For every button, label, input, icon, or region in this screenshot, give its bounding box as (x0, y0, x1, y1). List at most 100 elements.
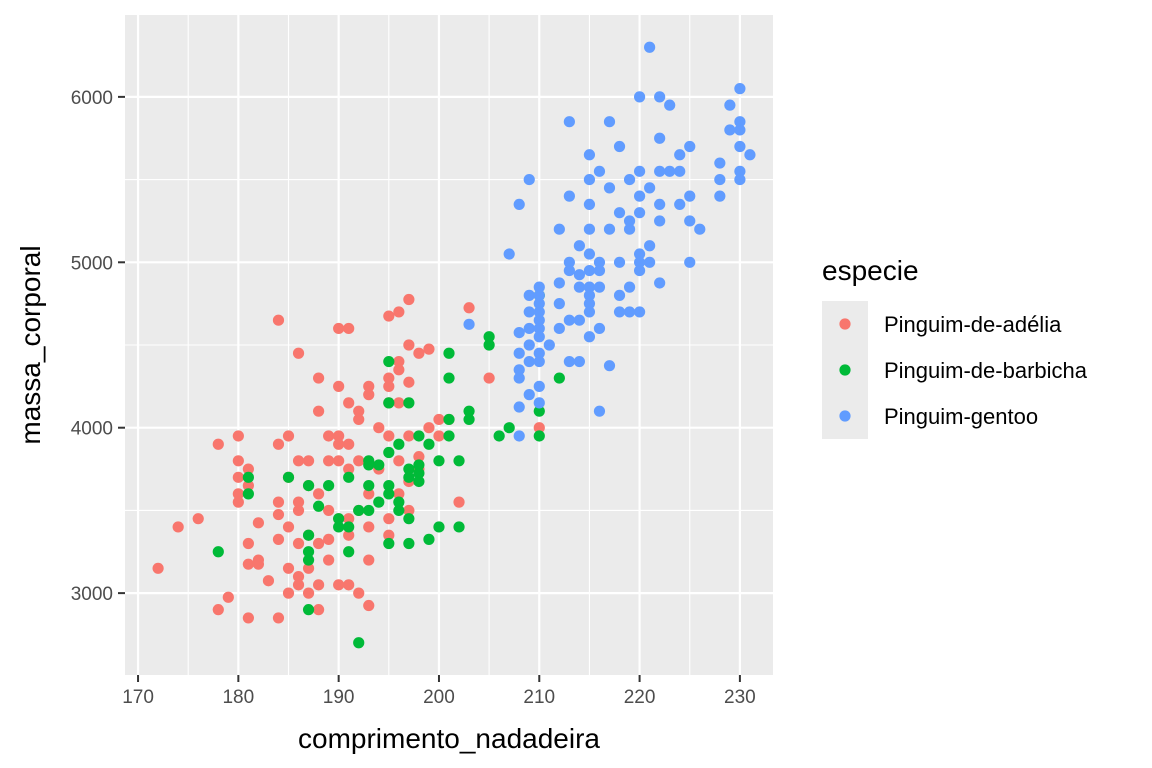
x-tick-label: 190 (323, 687, 355, 708)
data-point (633, 165, 646, 177)
data-point (272, 438, 285, 450)
data-point (323, 455, 335, 467)
data-point (513, 401, 525, 413)
data-point (523, 322, 535, 335)
data-point (323, 480, 335, 492)
data-point (443, 347, 455, 359)
data-point (714, 157, 726, 169)
data-point (603, 360, 616, 372)
data-point (573, 281, 586, 293)
data-point (674, 165, 686, 177)
data-point (533, 289, 545, 301)
data-point (553, 277, 565, 289)
data-point (613, 140, 626, 153)
data-point (523, 339, 535, 351)
data-point (343, 397, 355, 409)
data-point (533, 298, 545, 310)
data-point (242, 612, 254, 624)
data-point (302, 587, 315, 599)
data-point (393, 438, 405, 450)
data-point (503, 422, 515, 434)
data-point (633, 207, 646, 219)
y-axis-title: massa_corporal (15, 245, 46, 444)
data-point (302, 554, 315, 566)
data-point (272, 612, 285, 624)
data-point (563, 256, 575, 268)
data-point (232, 471, 244, 483)
data-point (563, 264, 575, 277)
data-point (533, 281, 545, 293)
data-point (633, 190, 646, 202)
data-point (403, 463, 415, 475)
data-point (553, 298, 565, 310)
data-point (583, 281, 596, 293)
legend-key-point (839, 318, 851, 330)
data-point (363, 554, 375, 566)
data-point (734, 124, 746, 136)
data-point (212, 438, 224, 450)
data-point (363, 521, 375, 533)
data-point (633, 306, 646, 318)
data-point (242, 488, 254, 500)
data-point (553, 372, 565, 384)
y-tick-label: 3000 (71, 584, 113, 605)
data-point (292, 347, 305, 359)
y-tick-label: 5000 (71, 253, 113, 274)
data-point (674, 198, 686, 210)
data-point (744, 149, 756, 161)
data-point (483, 339, 495, 351)
data-point (232, 455, 244, 467)
data-point (232, 488, 244, 500)
data-point (443, 372, 455, 384)
data-point (603, 116, 616, 128)
data-point (593, 405, 606, 417)
data-point (674, 149, 686, 161)
data-point (242, 558, 254, 570)
data-point (623, 306, 636, 318)
data-point (573, 314, 586, 326)
legend-label: Pinguim-gentoo (884, 404, 1038, 429)
data-point (343, 529, 355, 541)
data-point (684, 256, 696, 268)
data-point (593, 322, 606, 335)
data-point (353, 455, 365, 467)
data-point (222, 591, 234, 603)
data-point (282, 430, 295, 442)
data-point (433, 521, 445, 533)
data-point (503, 248, 515, 260)
data-point (463, 405, 475, 417)
data-point (403, 471, 415, 483)
data-point (623, 215, 636, 227)
data-point (533, 355, 545, 368)
data-point (383, 488, 395, 500)
data-point (443, 430, 455, 442)
data-point (583, 198, 596, 210)
data-point (333, 579, 345, 591)
data-point (573, 269, 586, 281)
data-point (523, 289, 535, 301)
data-point (413, 475, 425, 488)
data-point (252, 517, 265, 529)
data-point (513, 430, 525, 442)
data-point (242, 471, 254, 483)
x-tick-label: 230 (724, 687, 756, 708)
data-point (212, 604, 224, 616)
data-point (312, 500, 325, 512)
data-point (383, 372, 395, 384)
data-point (603, 223, 616, 235)
legend-key-point (839, 364, 851, 376)
data-point (302, 529, 315, 541)
data-point (172, 521, 184, 533)
data-point (282, 471, 295, 483)
data-point (323, 554, 335, 566)
data-point (302, 562, 315, 574)
data-point (654, 198, 666, 210)
data-point (513, 198, 525, 210)
data-point (583, 298, 596, 310)
data-point (312, 488, 325, 500)
data-point (573, 240, 586, 252)
data-point (523, 389, 535, 401)
data-point (533, 397, 545, 409)
data-point (423, 533, 435, 545)
data-point (353, 587, 365, 599)
